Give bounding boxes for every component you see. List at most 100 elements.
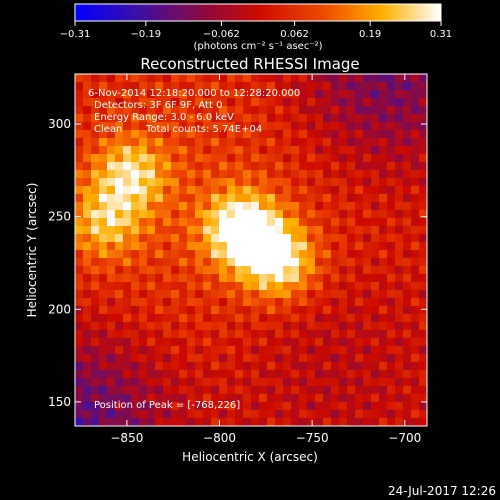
heatmap-cell <box>163 194 172 203</box>
heatmap-cell <box>347 354 356 363</box>
heatmap-cell <box>315 138 324 147</box>
heatmap-cell <box>323 314 332 323</box>
heatmap-cell <box>371 306 380 315</box>
heatmap-cell <box>163 162 172 171</box>
heatmap-cell <box>403 98 412 107</box>
heatmap-cell <box>291 354 300 363</box>
heatmap-cell <box>315 330 324 339</box>
heatmap-cell <box>171 162 180 171</box>
heatmap-cell <box>323 146 332 155</box>
heatmap-cell <box>355 210 364 219</box>
heatmap-cell <box>115 290 124 299</box>
heatmap-cell <box>195 178 204 187</box>
heatmap-cell <box>339 154 348 163</box>
heatmap-cell <box>307 314 316 323</box>
heatmap-cell <box>171 370 180 379</box>
heatmap-cell <box>299 186 308 195</box>
heatmap-cell <box>227 402 236 411</box>
heatmap-cell <box>155 154 164 163</box>
heatmap-cell <box>147 250 156 259</box>
heatmap-cell <box>187 402 196 411</box>
heatmap-cell <box>155 298 164 307</box>
heatmap-cell <box>115 258 124 267</box>
heatmap-cell <box>91 226 100 235</box>
heatmap-cell <box>323 162 332 171</box>
heatmap-cell <box>163 106 172 115</box>
heatmap-cell <box>203 370 212 379</box>
heatmap-cell <box>131 402 140 411</box>
heatmap-cell <box>419 90 428 99</box>
heatmap-cell <box>115 154 124 163</box>
heatmap-cell <box>235 114 244 123</box>
heatmap-cell <box>227 218 236 227</box>
heatmap-cell <box>123 282 132 291</box>
heatmap-cell <box>355 218 364 227</box>
heatmap-cell <box>211 90 220 99</box>
heatmap-cell <box>387 266 396 275</box>
heatmap-cell <box>219 402 228 411</box>
heatmap-cell <box>403 258 412 267</box>
heatmap-cell <box>107 114 116 123</box>
heatmap-cell <box>299 226 308 235</box>
heatmap-cell <box>307 386 316 395</box>
heatmap-cell <box>83 282 92 291</box>
heatmap-cell <box>139 266 148 275</box>
heatmap-cell <box>291 194 300 203</box>
heatmap-cell <box>219 314 228 323</box>
heatmap-cell <box>203 202 212 211</box>
heatmap-cell <box>187 346 196 355</box>
heatmap-cell <box>283 330 292 339</box>
heatmap-cell <box>99 354 108 363</box>
heatmap-cell <box>259 154 268 163</box>
heatmap-cell <box>83 298 92 307</box>
heatmap-cell <box>371 242 380 251</box>
heatmap-cell <box>283 202 292 211</box>
heatmap-cell <box>155 138 164 147</box>
heatmap-cell <box>403 386 412 395</box>
heatmap-cell <box>155 290 164 299</box>
heatmap-cell <box>155 338 164 347</box>
heatmap-cell <box>379 362 388 371</box>
heatmap-cell <box>139 162 148 171</box>
heatmap-cell <box>91 130 100 139</box>
heatmap-cell <box>315 354 324 363</box>
heatmap-cell <box>91 314 100 323</box>
heatmap-cell <box>139 362 148 371</box>
heatmap-cell <box>299 218 308 227</box>
heatmap-cell <box>307 242 316 251</box>
heatmap-cell <box>187 130 196 139</box>
heatmap-cell <box>219 258 228 267</box>
heatmap-cell <box>395 418 404 427</box>
heatmap-cell <box>251 266 260 275</box>
heatmap-cell <box>131 362 140 371</box>
heatmap-cell <box>147 114 156 123</box>
heatmap-cell <box>99 210 108 219</box>
heatmap-cell <box>243 322 252 331</box>
heatmap-cell <box>83 290 92 299</box>
heatmap-cell <box>163 378 172 387</box>
heatmap-cell <box>195 106 204 115</box>
heatmap-cell <box>155 402 164 411</box>
heatmap-cell <box>307 258 316 267</box>
heatmap-cell <box>235 346 244 355</box>
heatmap-cell <box>163 354 172 363</box>
heatmap-cell <box>179 346 188 355</box>
heatmap-cell <box>227 130 236 139</box>
heatmap-cell <box>91 386 100 395</box>
heatmap-cell <box>323 114 332 123</box>
heatmap-cell <box>107 410 116 419</box>
heatmap-cell <box>83 274 92 283</box>
heatmap-cell <box>411 122 420 131</box>
heatmap-cell <box>115 74 124 83</box>
heatmap-cell <box>403 282 412 291</box>
heatmap-cell <box>395 122 404 131</box>
heatmap-cell <box>299 122 308 131</box>
heatmap-cell <box>251 306 260 315</box>
heatmap-cell <box>331 98 340 107</box>
heatmap-cell <box>131 98 140 107</box>
heatmap-cell <box>139 354 148 363</box>
heatmap-cell <box>171 82 180 91</box>
heatmap-cell <box>347 234 356 243</box>
heatmap-cell <box>235 386 244 395</box>
